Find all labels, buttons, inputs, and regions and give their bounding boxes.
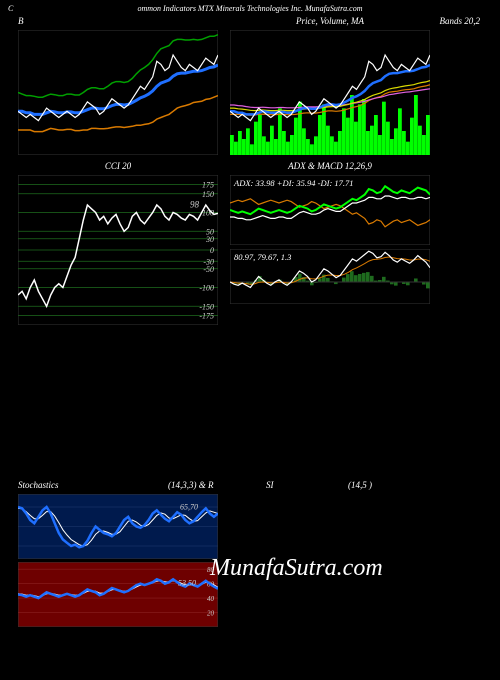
svg-text:40: 40 bbox=[207, 595, 215, 603]
rsi-title-r: (14,5 ) bbox=[348, 480, 372, 490]
svg-text:80: 80 bbox=[207, 566, 215, 574]
chart-price bbox=[230, 30, 430, 155]
panel-bb: B bbox=[18, 16, 218, 155]
panel-price: Price, Volume, MA Bands 20,2 bbox=[230, 16, 430, 155]
svg-text:-50: -50 bbox=[203, 265, 214, 274]
row-3: Stochastics (14,3,3) & R SI (14,5 ) 65,7… bbox=[0, 480, 500, 627]
header-center: ommon Indicators MTX Minerals Technologi… bbox=[137, 4, 362, 13]
svg-text:30: 30 bbox=[205, 235, 214, 244]
svg-text:-150: -150 bbox=[199, 302, 214, 311]
svg-text:53,50: 53,50 bbox=[178, 579, 196, 588]
row-1: B Price, Volume, MA Bands 20,2 bbox=[0, 16, 500, 155]
svg-text:0: 0 bbox=[210, 246, 214, 255]
chart-stoch: 65,70 bbox=[18, 494, 218, 559]
svg-text:-100: -100 bbox=[199, 284, 214, 293]
page-header: C ommon Indicators MTX Minerals Technolo… bbox=[0, 0, 500, 16]
panel-cci: CCI 20 17515010050300-30-50-100-150-1759… bbox=[18, 161, 218, 325]
stoch-title-l: Stochastics bbox=[18, 480, 59, 490]
chart-macd: 80.97, 79.67, 1.3 bbox=[230, 249, 430, 304]
chart-adx: ADX: 33.98 +DI: 35.94 -DI: 17.71 bbox=[230, 175, 430, 245]
stoch-title-r: (14,3,3) & R bbox=[168, 480, 214, 490]
chart-rsi: 8060402053,50 bbox=[18, 562, 218, 627]
row-2: CCI 20 17515010050300-30-50-100-150-1759… bbox=[0, 161, 500, 325]
svg-text:175: 175 bbox=[202, 180, 214, 189]
adx-title: ADX & MACD 12,26,9 bbox=[288, 161, 372, 171]
chart-bb bbox=[18, 30, 218, 155]
svg-text:-175: -175 bbox=[199, 312, 214, 321]
svg-text:ADX: 33.98 +DI: 35.94 -DI:: ADX: 33.98 +DI: 35.94 -DI: 17.71 bbox=[233, 178, 354, 188]
panel-stoch-rsi: Stochastics (14,3,3) & R SI (14,5 ) 65,7… bbox=[18, 480, 458, 627]
spacer bbox=[0, 325, 500, 480]
svg-text:150: 150 bbox=[202, 190, 214, 199]
cci-title: CCI 20 bbox=[105, 161, 131, 171]
svg-text:80.97, 79.67, 1.3: 80.97, 79.67, 1.3 bbox=[234, 252, 291, 262]
svg-text:65,70: 65,70 bbox=[180, 503, 198, 512]
panel-adx-macd: ADX & MACD 12,26,9 ADX: 33.98 +DI: 35.94… bbox=[230, 161, 430, 325]
bb-title-left: B bbox=[18, 16, 24, 26]
svg-text:98: 98 bbox=[190, 199, 200, 209]
svg-text:20: 20 bbox=[207, 610, 215, 618]
header-left: C bbox=[8, 4, 13, 13]
bb-title-right: Bands 20,2 bbox=[440, 16, 481, 26]
rsi-title-l: SI bbox=[266, 480, 274, 490]
price-title: Price, Volume, MA bbox=[296, 16, 364, 26]
chart-cci: 17515010050300-30-50-100-150-17598 bbox=[18, 175, 218, 325]
